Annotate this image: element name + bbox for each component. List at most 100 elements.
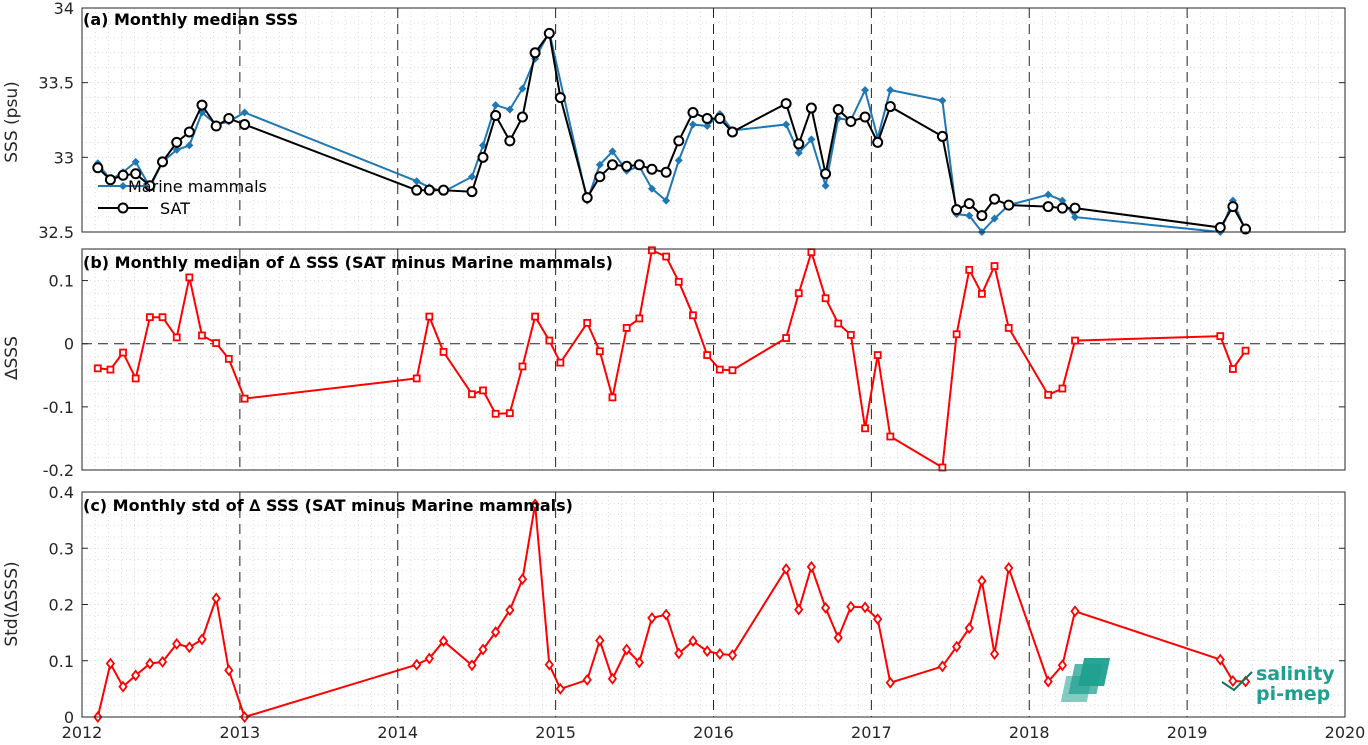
data-point: [607, 672, 618, 685]
data-point: [782, 120, 791, 129]
data-point: [425, 312, 434, 321]
data-point: [240, 108, 249, 117]
data-point: [834, 319, 843, 328]
data-point: [1004, 324, 1013, 332]
data-point: [518, 84, 527, 93]
xtick-label: 2015: [535, 723, 576, 742]
data-point: [861, 424, 869, 433]
data-point: [424, 652, 434, 665]
panel-c-title: (c) Monthly std of ∆ SSS (SAT minus Mari…: [83, 496, 573, 515]
panel-b-title: (b) Monthly median of ∆ SSS (SAT minus M…: [83, 253, 613, 272]
data-point: [196, 99, 208, 111]
data-point: [118, 680, 128, 693]
data-point: [145, 313, 154, 322]
data-point: [951, 640, 962, 653]
data-point: [806, 560, 817, 573]
data-point: [157, 655, 168, 668]
ytick-label: 0.3: [49, 539, 74, 558]
data-point: [517, 573, 528, 586]
data-point: [726, 126, 738, 138]
data-point: [951, 204, 963, 216]
panel-b-yticks: -0.2 -0.1 0 0.1: [43, 272, 1345, 480]
panel-a-grid: [82, 7, 1345, 233]
panel-c-grid: [82, 491, 1345, 718]
ytick-label: 0: [64, 335, 74, 354]
data-point: [673, 135, 685, 147]
data-point: [938, 96, 947, 105]
data-point: [1043, 675, 1053, 688]
data-point: [821, 294, 830, 303]
data-point: [833, 631, 843, 644]
data-point: [530, 498, 540, 511]
data-point: [529, 47, 541, 59]
xtick-label: 2020: [1325, 723, 1366, 742]
data-point: [1071, 336, 1079, 345]
panel-a-ylabel: SSS (psu): [2, 81, 22, 162]
data-point: [106, 365, 115, 374]
data-point: [648, 246, 656, 255]
data-point: [846, 330, 855, 339]
data-point: [990, 262, 999, 270]
data-point: [1058, 384, 1067, 393]
data-point: [466, 186, 478, 198]
data-point: [479, 386, 487, 395]
data-point: [583, 318, 592, 327]
data-point: [185, 273, 194, 282]
xtick-label: 2019: [1167, 723, 1208, 742]
data-point: [198, 331, 206, 340]
data-point: [635, 314, 644, 323]
data-point: [989, 193, 1001, 205]
logo-line2: pi-mep: [1256, 683, 1330, 705]
data-point: [977, 289, 986, 298]
data-point: [793, 138, 805, 150]
data-point: [859, 111, 871, 123]
data-point: [727, 649, 738, 662]
data-point: [621, 160, 633, 172]
xtick-label: 2018: [1009, 723, 1050, 742]
data-point: [606, 159, 618, 171]
data-point: [884, 101, 896, 113]
data-point: [1042, 201, 1054, 213]
data-point: [703, 121, 712, 130]
data-point: [1229, 365, 1237, 373]
data-point: [965, 211, 974, 220]
data-point: [172, 145, 181, 154]
ytick-label: 0.1: [49, 652, 74, 671]
data-point: [1058, 196, 1067, 205]
data-point: [715, 365, 724, 374]
panel-c: 00.10.20.30.4 2012 2013 2014 2015 2016 2017 20…: [2, 483, 1365, 742]
ytick-label: 0: [64, 708, 74, 727]
data-point: [1241, 346, 1250, 355]
legend-label-sat: SAT: [160, 199, 190, 218]
data-point: [491, 101, 500, 110]
panel-b: -0.2 -0.1 0 0.1 (b) Monthly median of ∆ SSS…: [2, 246, 1346, 480]
panel-c-ylabel: Std(∆SSS): [2, 561, 22, 646]
panel-b-frame: [81, 248, 1346, 471]
data-point: [702, 645, 712, 658]
data-point: [622, 643, 632, 656]
data-point: [1004, 561, 1014, 574]
data-point: [131, 374, 140, 383]
data-point: [119, 348, 127, 357]
data-point: [807, 248, 816, 257]
data-point: [543, 27, 555, 39]
panel-b-marks: [93, 246, 1250, 472]
data-point: [438, 635, 449, 648]
data-point: [674, 647, 684, 660]
data-point: [504, 135, 516, 147]
data-point: [937, 660, 948, 673]
data-point: [622, 324, 631, 332]
data-point: [1227, 201, 1239, 213]
data-point: [1216, 332, 1225, 341]
data-point: [860, 601, 870, 614]
data-point: [872, 136, 884, 148]
data-point: [873, 613, 883, 626]
data-point: [715, 648, 725, 660]
data-point: [439, 348, 448, 356]
ytick-label: 34: [54, 0, 74, 18]
legend-marker-marine: [119, 182, 127, 190]
data-point: [608, 393, 617, 402]
data-point: [210, 120, 222, 132]
data-point: [211, 592, 221, 605]
data-point: [531, 312, 540, 321]
